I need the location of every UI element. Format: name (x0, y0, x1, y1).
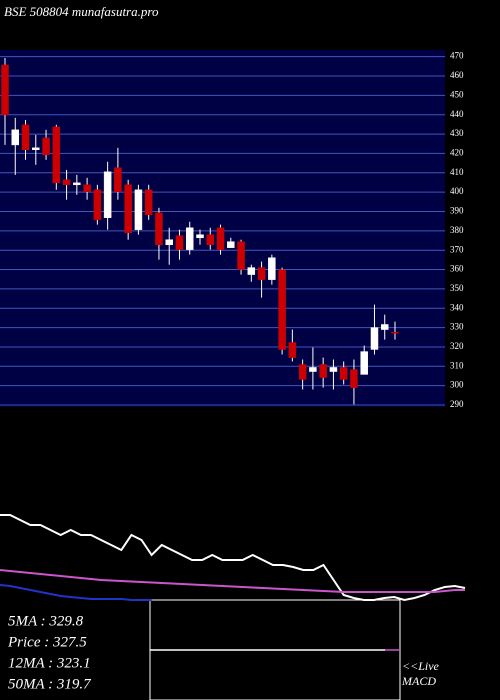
y-tick-label: 410 (450, 167, 464, 177)
candle-body (237, 241, 245, 270)
y-tick-label: 420 (450, 147, 464, 157)
candle-body (144, 189, 153, 216)
candle-body (350, 369, 358, 388)
y-tick-label: 380 (450, 225, 464, 235)
candle-body (339, 367, 348, 380)
y-tick-label: 470 (450, 51, 464, 61)
y-tick-label: 300 (450, 380, 464, 390)
candle-body (11, 129, 20, 146)
y-tick-label: 430 (450, 128, 464, 138)
candle-body (216, 227, 225, 250)
stat-label: 5MA : 329.8 (8, 613, 84, 629)
candle-body (257, 267, 266, 280)
candle-body (1, 64, 9, 116)
candle-body (134, 189, 143, 230)
y-tick-label: 400 (450, 186, 464, 196)
y-tick-label: 350 (450, 283, 464, 293)
candle-body (155, 212, 163, 246)
macd-label: <<Live (402, 659, 440, 673)
macd-label: MACD (401, 674, 436, 688)
candle-body (196, 234, 204, 239)
candle-body (319, 364, 327, 378)
stat-label: 50MA : 319.7 (8, 676, 92, 692)
candle-body (288, 342, 297, 358)
y-tick-label: 450 (450, 89, 464, 99)
candle-body (391, 331, 399, 334)
candle-body (83, 184, 91, 192)
candle-body (309, 367, 317, 372)
indicator-line (0, 514, 466, 602)
candle-body (175, 235, 184, 250)
y-tick-label: 390 (450, 206, 464, 216)
candle-body (370, 327, 379, 350)
stat-label: Price : 327.5 (7, 634, 87, 650)
y-tick-label: 340 (450, 302, 464, 312)
chart-title: BSE 508804 munafasutra.pro (4, 4, 159, 19)
stat-label: 12MA : 323.1 (8, 655, 91, 671)
candle-body (185, 227, 194, 250)
candle-body (62, 179, 71, 186)
candle-body (114, 167, 122, 192)
candle-body (124, 184, 132, 234)
indicator-line (0, 569, 465, 593)
candle-body (380, 324, 389, 330)
info-area (0, 601, 149, 700)
candle-body (165, 239, 173, 246)
candle-body (298, 364, 307, 380)
y-tick-label: 290 (450, 399, 464, 409)
candle-body (52, 126, 61, 184)
candle-body (32, 147, 40, 151)
candle-body (247, 267, 256, 275)
candle-body (360, 351, 368, 375)
candle-body (93, 189, 102, 221)
candle-body (329, 367, 338, 372)
candle-body (42, 137, 50, 156)
candle-body (103, 171, 112, 218)
candle-body (278, 269, 286, 350)
indicator-line (0, 584, 152, 601)
y-tick-label: 310 (450, 360, 464, 370)
candle-body (21, 124, 30, 151)
y-tick-label: 330 (450, 322, 464, 332)
candle-body (268, 257, 276, 280)
y-tick-label: 360 (450, 264, 464, 274)
candle-body (73, 182, 81, 186)
candle-body (206, 234, 215, 246)
y-tick-label: 320 (450, 341, 464, 351)
y-tick-label: 370 (450, 244, 464, 254)
y-tick-label: 460 (450, 70, 464, 80)
y-tick-label: 440 (450, 109, 464, 119)
candle-body (227, 241, 235, 248)
